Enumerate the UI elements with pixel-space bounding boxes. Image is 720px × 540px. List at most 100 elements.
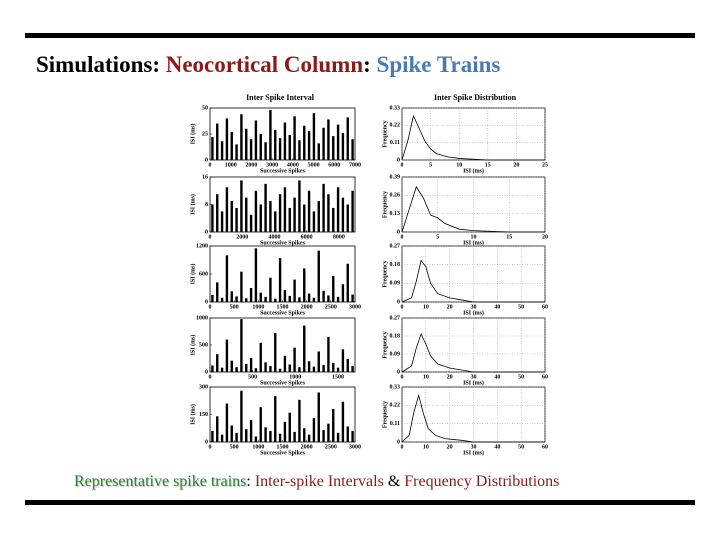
y-axis-label: Frequency [382, 401, 388, 428]
distribution-line [401, 185, 545, 233]
x-tick-label: 7000 [349, 162, 361, 168]
x-tick-label: 20 [447, 374, 453, 380]
x-axis-label: Successive Spikes [260, 450, 306, 456]
y-tick-label: 0 [205, 439, 208, 445]
x-tick-label: 10 [423, 374, 429, 380]
caption-part: Representative spike trains [74, 473, 247, 490]
y-tick-label: 0 [397, 229, 400, 235]
x-tick-label: 3000 [349, 304, 361, 310]
y-tick-label: 0.26 [390, 193, 401, 199]
x-tick-label: 8000 [333, 234, 345, 240]
y-tick-label: 500 [199, 342, 208, 348]
x-tick-label: 0 [209, 234, 212, 240]
y-tick-label: 0 [397, 439, 400, 445]
x-tick-label: 60 [542, 444, 548, 450]
x-tick-label: 2500 [325, 304, 337, 310]
x-tick-label: 2000 [301, 444, 313, 450]
y-axis-label: Frequency [382, 191, 388, 218]
x-axis-label: ISI (ms) [463, 449, 484, 456]
x-tick-label: 60 [542, 374, 548, 380]
y-tick-label: 50 [202, 105, 208, 111]
panel-title: Inter Spike Distribution [434, 93, 517, 102]
x-tick-label: 20 [447, 304, 453, 310]
x-tick-label: 1000 [289, 374, 301, 380]
x-tick-label: 1000 [252, 444, 264, 450]
x-tick-label: 10 [456, 162, 462, 168]
x-tick-label: 500 [230, 304, 239, 310]
x-tick-label: 10 [471, 234, 477, 240]
x-tick-label: 0 [209, 374, 212, 380]
title-part: Neocortical Column [165, 52, 364, 77]
x-tick-label: 4000 [268, 234, 280, 240]
x-tick-label: 0 [401, 444, 404, 450]
x-tick-label: 0 [209, 444, 212, 450]
y-tick-label: 0.09 [390, 351, 401, 357]
x-tick-label: 50 [518, 374, 524, 380]
slide-title: Simulations: Neocortical Column: Spike T… [36, 52, 500, 78]
y-axis-label: Frequency [382, 260, 388, 287]
y-tick-label: 0.22 [390, 403, 401, 409]
caption: Representative spike trains: Inter-spike… [74, 473, 559, 491]
title-part: : [363, 52, 371, 77]
y-tick-label: 0.39 [390, 174, 401, 180]
y-tick-label: 1000 [196, 315, 208, 321]
top-rule [25, 33, 695, 38]
title-part: Spike Trains [376, 52, 501, 77]
x-tick-label: 0 [209, 162, 212, 168]
y-tick-label: 0 [205, 369, 208, 375]
y-tick-label: 0.13 [390, 211, 401, 217]
y-axis-label: Frequency [382, 120, 388, 147]
x-tick-label: 5 [436, 234, 439, 240]
y-tick-label: 0.11 [390, 140, 400, 146]
x-tick-label: 50 [518, 444, 524, 450]
y-tick-label: 0.11 [390, 421, 400, 427]
x-tick-label: 40 [494, 304, 500, 310]
distribution-line [401, 332, 545, 373]
x-tick-label: 0 [401, 234, 404, 240]
x-tick-label: 500 [248, 374, 257, 380]
x-tick-label: 1000 [252, 304, 264, 310]
y-tick-label: 0.27 [390, 315, 401, 321]
x-tick-label: 1000 [225, 162, 237, 168]
x-axis-label: Successive Spikes [260, 168, 306, 174]
y-tick-label: 600 [199, 271, 208, 277]
y-tick-label: 0.33 [390, 105, 401, 111]
x-axis-label: Successive Spikes [260, 310, 306, 316]
x-tick-label: 25 [542, 162, 548, 168]
x-tick-label: 30 [471, 444, 477, 450]
x-tick-label: 0 [401, 374, 404, 380]
bottom-rule [25, 500, 695, 505]
x-tick-label: 3000 [349, 444, 361, 450]
x-tick-label: 10 [423, 444, 429, 450]
x-tick-label: 500 [230, 444, 239, 450]
x-tick-label: 5000 [308, 162, 320, 168]
y-tick-label: 0 [205, 299, 208, 305]
x-tick-label: 40 [494, 444, 500, 450]
y-tick-label: 1200 [196, 243, 208, 249]
x-tick-label: 2000 [236, 234, 248, 240]
x-axis-label: ISI (ms) [463, 239, 484, 246]
x-axis-label: ISI (ms) [463, 309, 484, 316]
x-tick-label: 20 [542, 234, 548, 240]
y-axis-label: ISI (ms) [189, 404, 196, 425]
y-tick-label: 0 [397, 369, 400, 375]
y-tick-label: 16 [202, 174, 208, 180]
x-tick-label: 0 [209, 304, 212, 310]
x-tick-label: 30 [471, 304, 477, 310]
y-tick-label: 300 [199, 384, 208, 390]
distribution-line [401, 114, 545, 161]
plot-frame [401, 107, 546, 161]
x-tick-label: 0 [401, 162, 404, 168]
x-tick-label: 6000 [328, 162, 340, 168]
x-axis-label: Successive Spikes [260, 380, 306, 386]
x-axis-label: ISI (ms) [463, 167, 484, 174]
y-tick-label: 0.09 [390, 281, 401, 287]
caption-part: Frequency Distributions [404, 473, 560, 490]
x-tick-label: 1500 [332, 374, 344, 380]
x-tick-label: 10 [423, 304, 429, 310]
y-tick-label: 25 [202, 131, 208, 137]
y-axis-label: ISI (ms) [189, 194, 196, 215]
y-axis-label: Frequency [382, 331, 388, 358]
